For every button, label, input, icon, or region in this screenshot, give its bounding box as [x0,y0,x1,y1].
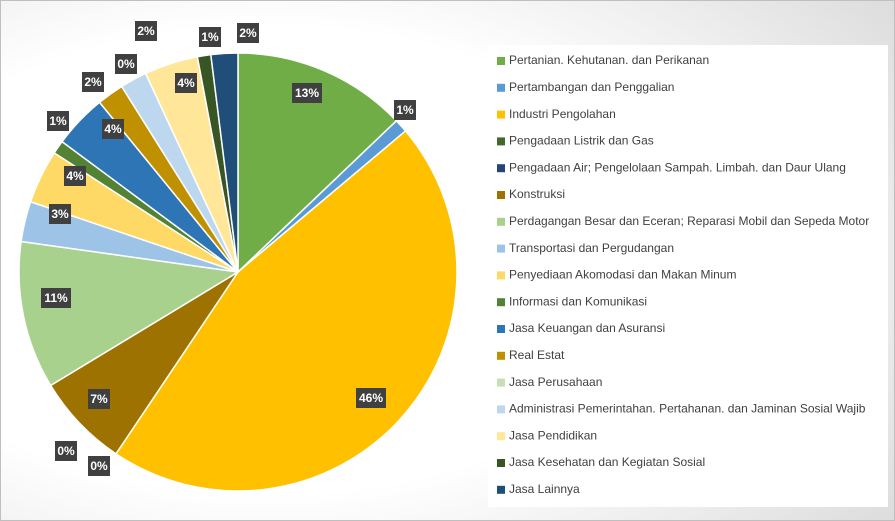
legend-label: Pertambangan dan Penggalian [509,80,674,94]
data-label: 1% [201,30,219,44]
legend-label: Real Estat [509,348,565,362]
data-label-box [135,21,157,41]
data-label: 2% [239,26,257,40]
legend-swatch [497,325,505,333]
pie-slice [237,52,398,274]
legend-swatch [497,405,505,414]
legend-swatch [497,110,505,119]
data-label-box [49,204,71,224]
data-label-box [115,54,137,74]
legend-label: Jasa Kesehatan dan Kegiatan Sosial [509,455,705,469]
data-label: 1% [49,114,67,128]
data-label: 0% [117,57,135,71]
data-label-box [292,83,322,103]
legend-swatch [497,485,505,494]
data-label-box [88,456,110,476]
data-label: 7% [90,392,108,406]
data-label: 11% [44,291,68,305]
data-label-box [82,72,104,92]
data-label-box [394,100,416,120]
pie-slice [209,52,239,273]
data-label-box [356,388,386,408]
legend-swatch [497,271,505,280]
data-label: 46% [359,391,383,405]
data-label-box [102,119,124,139]
legend-box [488,45,888,507]
data-label-box [47,111,69,131]
legend-swatch [497,378,505,387]
data-label: 0% [90,459,108,473]
legend-label: Perdagangan Besar dan Eceran; Reparasi M… [509,214,869,228]
legend-swatch [497,298,505,307]
legend-label: Industri Pengolahan [509,107,616,121]
data-label: 3% [51,207,69,221]
legend-swatch [497,164,505,173]
legend-label: Jasa Lainnya [509,482,580,496]
data-label: 4% [177,76,195,90]
legend-swatch [497,244,505,253]
legend-swatch [497,57,505,65]
legend-label: Konstruksi [509,187,565,201]
data-label: 4% [104,122,122,136]
data-label-box [55,441,77,461]
data-label: 1% [396,103,414,117]
data-label: 2% [84,75,102,89]
legend-swatch [497,83,505,92]
legend-label: Jasa Keuangan dan Asuransi [509,321,665,335]
legend-label: Pengadaan Listrik dan Gas [509,134,654,148]
data-label: 0% [57,444,75,458]
data-label-box [41,288,71,308]
data-label-box [64,166,86,186]
legend-swatch [497,459,505,467]
legend-label: Jasa Perusahaan [509,375,602,389]
data-label-box [237,23,259,43]
data-label-box [175,73,197,93]
legend-label: Pengadaan Air; Pengelolaan Sampah. Limba… [509,160,846,174]
legend-swatch [497,432,505,441]
data-label-box [88,389,110,409]
data-label: 13% [295,86,319,100]
legend-label: Jasa Pendidikan [509,428,597,442]
data-label: 2% [137,24,155,38]
legend-label: Pertanian. Kehutanan. dan Perikanan [509,53,709,67]
legend-label: Administrasi Pemerintahan. Pertahanan. d… [509,402,866,416]
legend-label: Penyediaan Akomodasi dan Makan Minum [509,268,736,282]
legend-label: Transportasi dan Pergudangan [509,241,674,255]
data-label-box [199,27,221,47]
legend-swatch [497,137,505,146]
legend-swatch [497,191,505,199]
legend-label: Informasi dan Komunikasi [509,294,647,308]
legend-swatch [497,217,505,226]
data-label: 4% [66,169,84,183]
legend-swatch [497,351,505,360]
pie-slice [18,240,241,387]
